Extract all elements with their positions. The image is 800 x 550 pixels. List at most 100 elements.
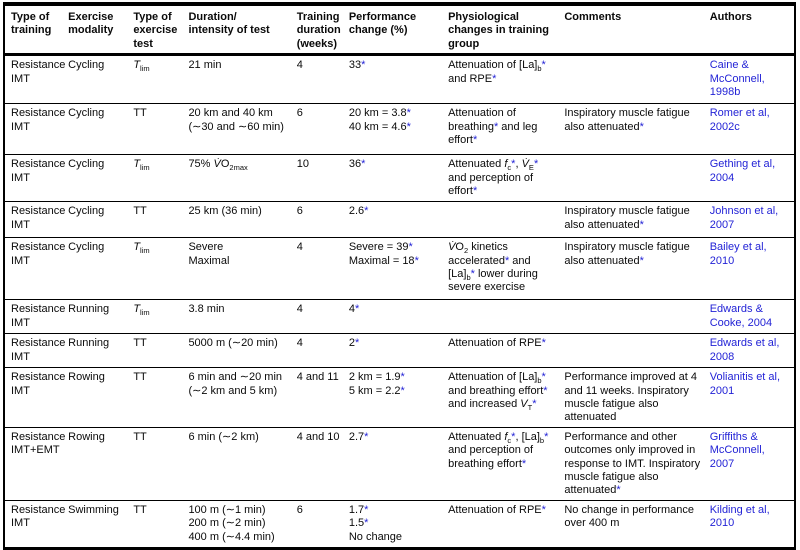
- cell-weeks: 4: [294, 333, 347, 368]
- cell-exercise-modality: Rowing: [66, 367, 132, 428]
- cell-authors: Volianitis et al, 2001: [707, 367, 795, 428]
- table-row: Resistance IMT Rowing TT 6 min and ∼20 m…: [4, 367, 795, 428]
- citation-link[interactable]: Caine & McConnell, 1998b: [709, 59, 765, 99]
- cell-authors: Romer et al, 2002c: [707, 103, 795, 155]
- cell-authors: Johnson et al, 2007: [707, 201, 795, 238]
- cell-weeks: 4 and 11: [294, 367, 347, 428]
- cell-exercise-modality: Swimming: [66, 499, 132, 549]
- citation-link[interactable]: Kilding et al, 2010: [709, 503, 770, 530]
- cell-performance: 4*: [346, 299, 447, 334]
- cell-duration: 25 km (36 min): [186, 201, 295, 238]
- cell-duration: 20 km and 40 km (∼30 and ∼60 min): [186, 103, 295, 155]
- cell-physiological: Attenuated fc*, [La]b* and perception of…: [446, 426, 563, 501]
- cell-weeks: 6: [294, 103, 347, 155]
- cell-type-of-training: Resistance IMT: [4, 103, 67, 155]
- cell-test-type: TT: [131, 201, 187, 238]
- cell-comments: [562, 154, 708, 202]
- citation-link[interactable]: Bailey et al, 2010: [709, 241, 767, 267]
- cell-weeks: 4: [294, 54, 347, 104]
- imt-studies-table: Type of training Exercise modality Type of…: [3, 2, 796, 550]
- header-duration-intensity: Duration/intensity of test: [186, 4, 295, 57]
- cell-duration: 5000 m (∼20 min): [186, 333, 295, 368]
- cell-physiological: [446, 299, 563, 334]
- header-comments: Comments: [562, 4, 708, 57]
- cell-test-type: TT: [131, 367, 187, 428]
- cell-comments: No change in performance over 400 m: [562, 499, 708, 549]
- cell-performance: 1.7* 1.5* No change: [346, 499, 447, 549]
- cell-performance: 2.6*: [346, 201, 447, 238]
- cell-type-of-training: Resistance IMT: [4, 154, 67, 202]
- cell-test-type: Tlim: [131, 154, 187, 202]
- cell-performance: Severe = 39* Maximal = 18*: [346, 237, 447, 300]
- cell-type-of-training: Resistance IMT: [4, 54, 67, 104]
- cell-comments: [562, 54, 708, 104]
- cell-weeks: 4 and 10: [294, 426, 347, 501]
- cell-type-of-training: Resistance IMT+EMT: [4, 426, 67, 501]
- cell-weeks: 4: [294, 299, 347, 334]
- citation-link[interactable]: Edwards & Cooke, 2004: [709, 303, 773, 329]
- cell-duration: 75% V̇O2max: [186, 154, 295, 202]
- cell-test-type: Tlim: [131, 237, 187, 300]
- cell-comments: Inspiratory muscle fatigue also attenuat…: [562, 237, 708, 300]
- header-exercise-modality: Exercise modality: [66, 4, 132, 57]
- cell-performance: 20 km = 3.8* 40 km = 4.6*: [346, 103, 447, 155]
- cell-weeks: 6: [294, 499, 347, 549]
- table-row: Resistance IMT+EMT Rowing TT 6 min (∼2 k…: [4, 426, 795, 501]
- cell-exercise-modality: Cycling: [66, 103, 132, 155]
- cell-authors: Edwards & Cooke, 2004: [707, 299, 795, 334]
- table-row: Resistance IMT Cycling TT 25 km (36 min)…: [4, 201, 795, 238]
- cell-duration: 21 min: [186, 54, 295, 104]
- cell-type-of-training: Resistance IMT: [4, 367, 67, 428]
- cell-physiological: Attenuation of [La]b* and RPE*: [446, 54, 563, 104]
- citation-link[interactable]: Johnson et al, 2007: [709, 205, 779, 231]
- cell-weeks: 10: [294, 154, 347, 202]
- cell-duration: 3.8 min: [186, 299, 295, 334]
- cell-physiological: Attenuation of RPE*: [446, 333, 563, 368]
- cell-weeks: 6: [294, 201, 347, 238]
- cell-physiological: Attenuation of breathing* and leg effort…: [446, 103, 563, 155]
- citation-link[interactable]: Romer et al, 2002c: [709, 107, 770, 133]
- cell-weeks: 4: [294, 237, 347, 300]
- cell-authors: Griffiths & McConnell, 2007: [707, 426, 795, 501]
- citation-link[interactable]: Edwards et al, 2008: [709, 337, 780, 363]
- cell-comments: [562, 299, 708, 334]
- citation-link[interactable]: Volianitis et al, 2001: [709, 371, 781, 397]
- cell-exercise-modality: Cycling: [66, 54, 132, 104]
- cell-authors: Gething et al, 2004: [707, 154, 795, 202]
- cell-exercise-modality: Cycling: [66, 154, 132, 202]
- cell-duration: 100 m (∼1 min) 200 m (∼2 min) 400 m (∼4.4 …: [186, 499, 295, 549]
- cell-test-type: Tlim: [131, 299, 187, 334]
- cell-type-of-training: Resistance IMT: [4, 237, 67, 300]
- cell-physiological: Attenuation of RPE*: [446, 499, 563, 549]
- header-type-of-exercise-test: Type of exercise test: [131, 4, 187, 57]
- header-training-duration: Training duration (weeks): [294, 4, 347, 57]
- cell-physiological: Attenuated fc*, V̇E* and perception of e…: [446, 154, 563, 202]
- cell-duration: 6 min (∼2 km): [186, 426, 295, 501]
- cell-comments: [562, 333, 708, 368]
- cell-test-type: Tlim: [131, 54, 187, 104]
- cell-test-type: TT: [131, 499, 187, 549]
- citation-link[interactable]: Gething et al, 2004: [709, 158, 776, 184]
- cell-exercise-modality: Cycling: [66, 201, 132, 238]
- header-physiological-changes: Physiological changes in training group: [446, 4, 563, 57]
- cell-performance: 2*: [346, 333, 447, 368]
- citation-link[interactable]: Griffiths & McConnell, 2007: [709, 430, 765, 470]
- cell-type-of-training: Resistance IMT: [4, 333, 67, 368]
- cell-test-type: TT: [131, 103, 187, 155]
- cell-physiological: [446, 201, 563, 238]
- cell-physiological: V̇O2 kinetics accelerated* and [La]b* lo…: [446, 237, 563, 300]
- cell-exercise-modality: Rowing: [66, 426, 132, 501]
- cell-performance: 2 km = 1.9* 5 km = 2.2*: [346, 367, 447, 428]
- cell-authors: Edwards et al, 2008: [707, 333, 795, 368]
- cell-comments: Performance and other outcomes only impr…: [562, 426, 708, 501]
- cell-authors: Bailey et al, 2010: [707, 237, 795, 300]
- cell-duration: Severe Maximal: [186, 237, 295, 300]
- cell-exercise-modality: Running: [66, 299, 132, 334]
- cell-comments: Performance improved at 4 and 11 weeks. …: [562, 367, 708, 428]
- table-row: Resistance IMT Cycling TT 20 km and 40 k…: [4, 103, 795, 155]
- table-row: Resistance IMT Running TT 5000 m (∼20 mi…: [4, 333, 795, 368]
- cell-test-type: TT: [131, 426, 187, 501]
- table-row: Resistance IMT Cycling Tlim Severe Maxima…: [4, 237, 795, 300]
- cell-type-of-training: Resistance IMT: [4, 299, 67, 334]
- cell-type-of-training: Resistance IMT: [4, 201, 67, 238]
